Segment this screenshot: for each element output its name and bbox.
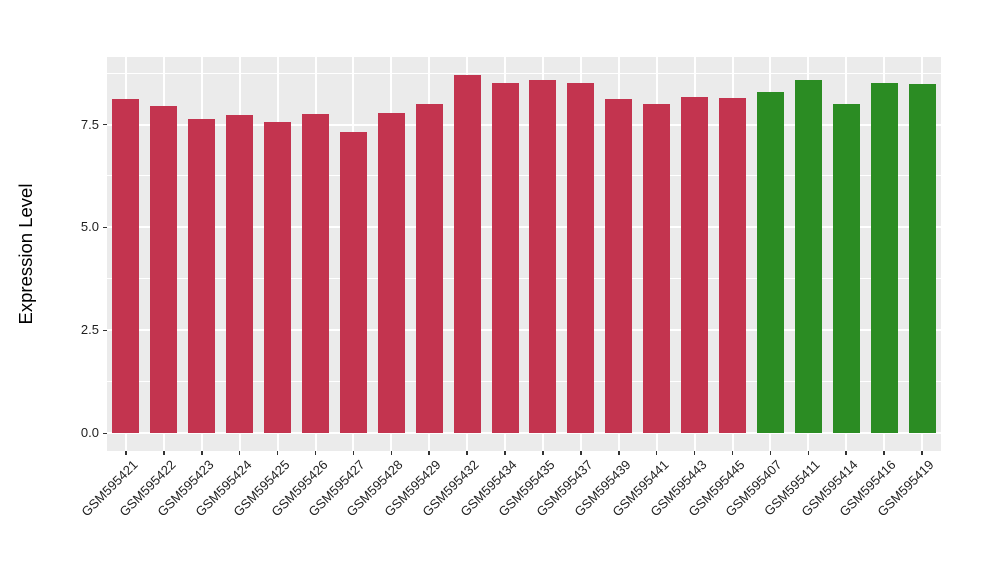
x-tick [314,451,317,455]
h-gridline-minor [107,381,941,383]
x-tick [655,451,658,455]
bar [870,82,898,434]
bar [719,97,746,434]
x-tick [428,451,430,455]
h-gridline-minor [107,72,941,74]
x-tick [504,451,506,455]
x-tick [163,451,165,455]
bar [226,115,254,434]
bar [529,80,557,434]
x-tick [921,451,923,455]
h-gridline-major [107,432,941,435]
x-tick [580,451,582,455]
y-tick-label: 5.0 [80,219,99,235]
bar [491,82,519,434]
bar [264,122,292,434]
h-gridline-major [107,123,941,126]
y-tick [103,329,107,332]
bar [832,104,860,434]
x-tick [618,451,620,455]
plot-panel [107,57,941,451]
x-tick [845,451,847,455]
bar [377,112,405,434]
bar [339,132,367,434]
x-tick [276,451,279,455]
bar [112,99,140,434]
bar [794,80,822,434]
x-tick [201,451,203,455]
x-tick [807,451,810,455]
bar [567,82,595,434]
x-tick [883,451,885,455]
y-tick [103,123,107,126]
bar [605,99,633,434]
bar [415,103,443,434]
x-tick [769,451,772,455]
bar [188,118,216,434]
h-gridline-minor [107,175,941,177]
bar [643,103,671,434]
y-tick-label: 2.5 [80,322,99,338]
bar [150,106,178,434]
x-tick [125,451,127,455]
y-tick-label: 0.0 [80,425,99,441]
bar [453,75,481,434]
x-tick [542,451,544,455]
y-axis-title: Expression Level [15,183,36,325]
bar [908,84,936,434]
y-tick [103,226,107,229]
x-tick [352,451,355,455]
h-gridline-major [107,329,941,332]
y-tick-label: 7.5 [80,116,99,132]
x-tick [731,451,734,455]
x-tick [390,451,393,455]
bar [681,96,709,434]
y-tick [103,432,107,435]
bar [756,91,784,434]
h-gridline-major [107,226,941,229]
x-tick [466,451,468,455]
h-gridline-minor [107,278,941,280]
x-tick [238,451,241,455]
bar [302,114,329,434]
x-tick [693,451,696,455]
